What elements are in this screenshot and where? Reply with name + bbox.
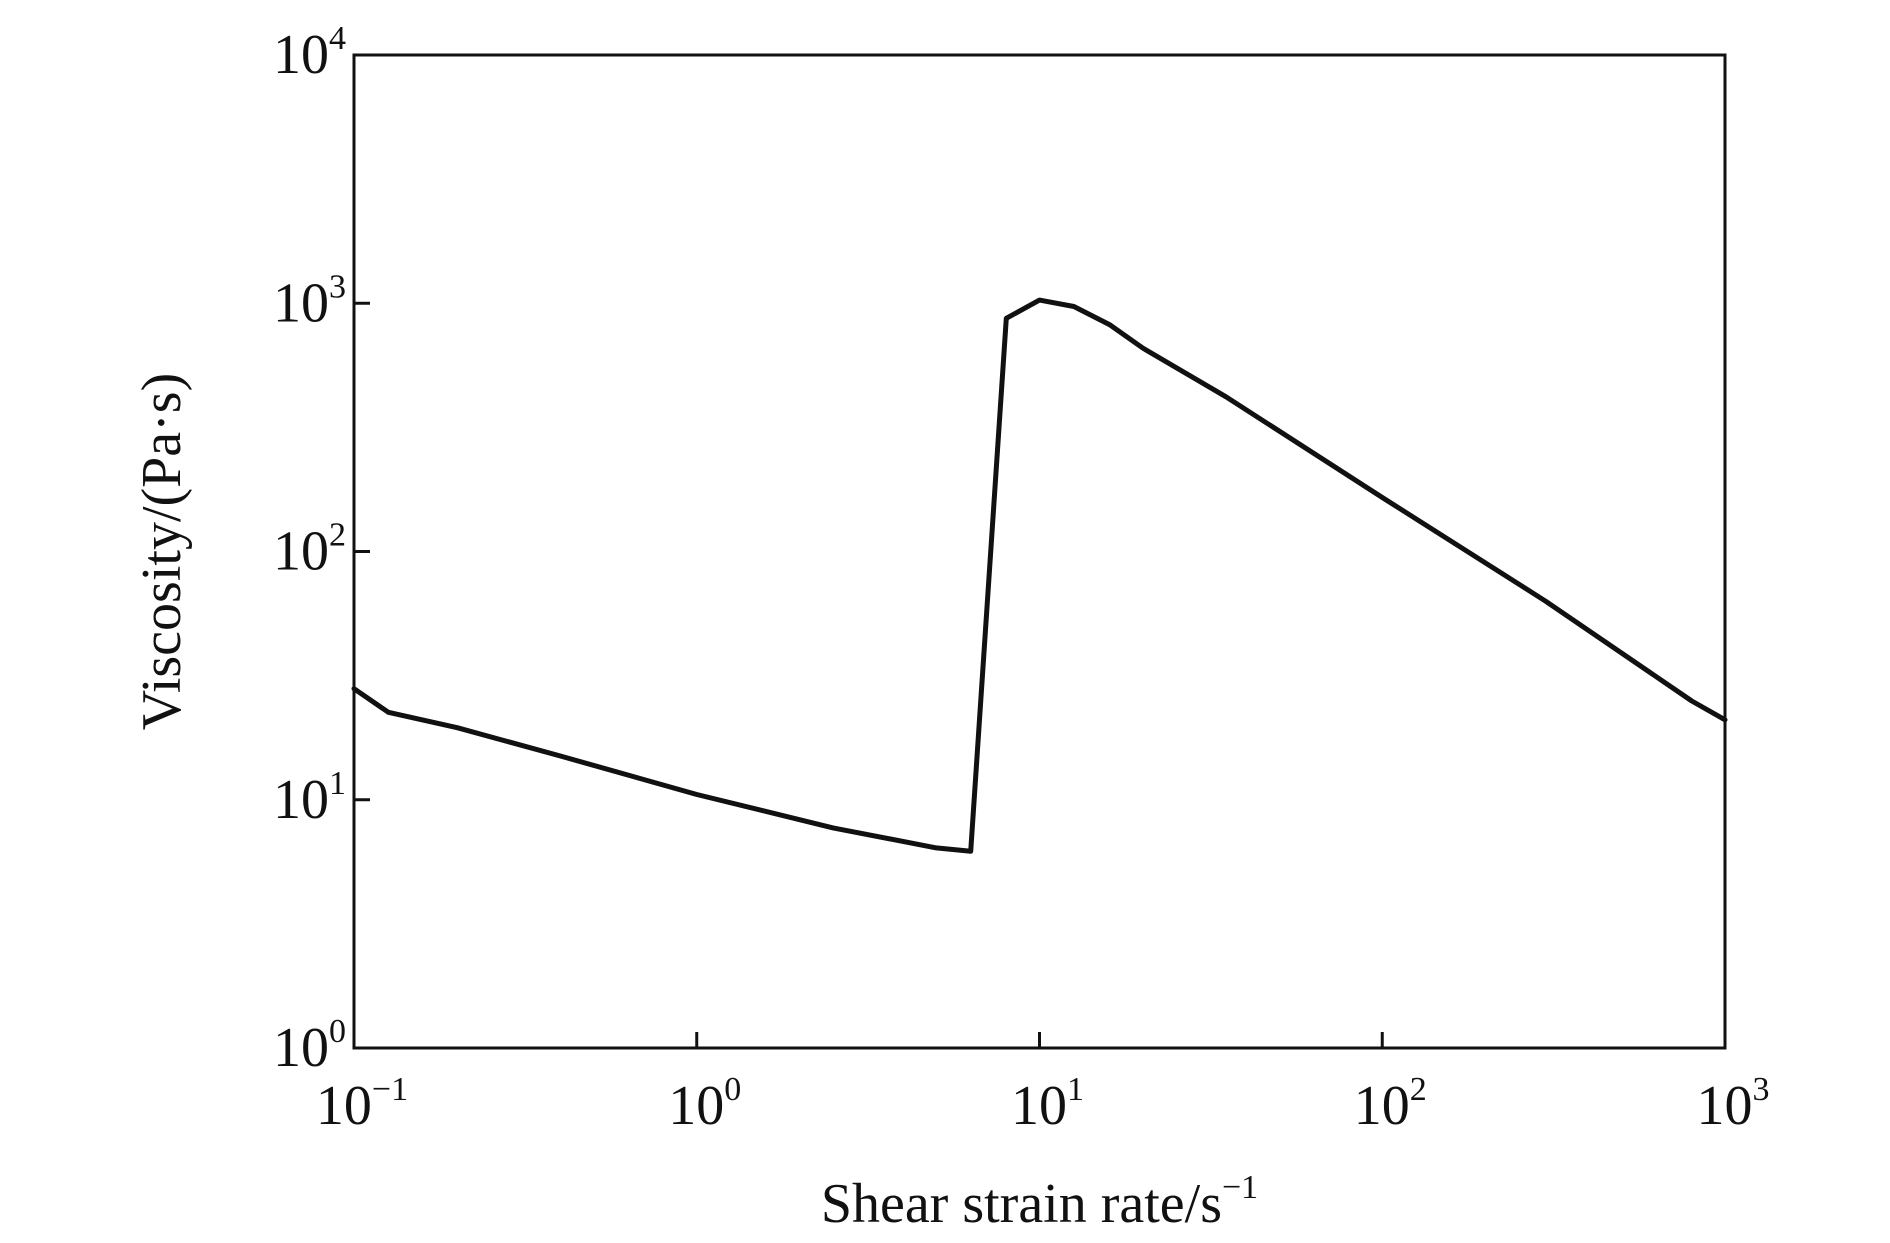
x-tick-label-1: 100 — [668, 1071, 741, 1137]
x-axis-label-text: Shear strain rate/s — [821, 1173, 1222, 1235]
y-tick-label-4: 104 — [273, 20, 346, 86]
y-tick-label-1: 101 — [273, 765, 346, 831]
y-tick-label-2: 102 — [273, 517, 346, 583]
x-tick-label-exp: 3 — [1753, 1071, 1770, 1108]
y-tick-label-base: 10 — [273, 24, 329, 86]
viscosity-series-line — [351, 297, 1728, 854]
x-tick-label-base: 10 — [1354, 1075, 1410, 1137]
x-axis-label-sup: −1 — [1222, 1169, 1258, 1206]
x-tick-label-base: 10 — [1697, 1075, 1753, 1137]
y-axis-label: Viscosity/(Pa·s) — [131, 373, 193, 731]
x-tick-labels: 10−1 100 101 102 103 — [316, 1071, 1770, 1137]
x-tick-label-2: 101 — [1011, 1071, 1084, 1137]
x-tick-label-base: 10 — [1011, 1075, 1067, 1137]
x-tick-label-exp: 0 — [724, 1071, 741, 1108]
x-tick-label-exp: 1 — [1067, 1071, 1084, 1108]
x-axis-label: Shear strain rate/s−1 — [821, 1169, 1258, 1235]
y-tick-label-exp: 1 — [329, 765, 346, 802]
x-tick-label-4: 103 — [1697, 1071, 1770, 1137]
y-tick-label-0: 100 — [273, 1013, 346, 1079]
x-tick-label-3: 102 — [1354, 1071, 1427, 1137]
y-tick-label-3: 103 — [273, 268, 346, 334]
x-tick-label-exp: −1 — [372, 1071, 408, 1108]
y-tick-label-base: 10 — [273, 521, 329, 583]
x-tick-label-base: 10 — [668, 1075, 724, 1137]
y-tick-label-exp: 4 — [329, 20, 346, 57]
y-tick-label-exp: 2 — [329, 517, 346, 554]
y-tick-label-base: 10 — [273, 769, 329, 831]
axis-ticks — [352, 53, 1727, 1050]
y-tick-label-exp: 0 — [329, 1013, 346, 1050]
y-tick-label-base: 10 — [273, 272, 329, 334]
plot-frame — [352, 53, 1727, 1050]
x-tick-label-base: 10 — [316, 1075, 372, 1137]
x-tick-label-0: 10−1 — [316, 1071, 408, 1137]
x-tick-label-exp: 2 — [1410, 1071, 1427, 1108]
y-tick-label-base: 10 — [273, 1017, 329, 1079]
y-tick-label-exp: 3 — [329, 268, 346, 305]
